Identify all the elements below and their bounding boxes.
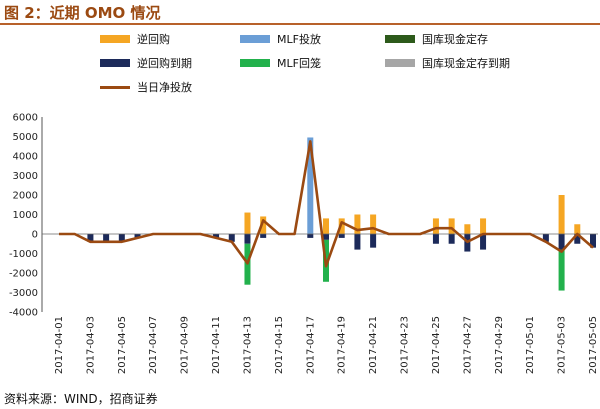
legend-item-treasury-deposit: 国库现金定存 <box>385 32 488 46</box>
x-tick-label: 2017-04-21 <box>368 316 379 374</box>
x-tick-label: 2017-04-19 <box>337 316 348 374</box>
chart-legend: 逆回购 MLF投放 国库现金定存 逆回购到期 MLF回笼 国库现金定存到期 当日… <box>0 32 600 102</box>
x-tick-label: 2017-04-09 <box>180 316 191 374</box>
bar-reverse-repo-due <box>448 234 455 244</box>
legend-swatch-reverse-repo-due <box>100 59 130 67</box>
y-tick-label: 0 <box>32 230 38 241</box>
x-tick-label: 2017-04-25 <box>431 316 442 374</box>
bar-reverse-repo-due <box>432 234 439 244</box>
bar-mlf-due <box>558 249 565 291</box>
y-tick-label: 3000 <box>13 171 38 182</box>
y-tick-label: -4000 <box>9 308 38 319</box>
net-injection-line <box>59 140 594 268</box>
omo-chart: -4000 -3000 -2000 -1000 0 1000 2000 3000 4000 500… <box>9 113 599 375</box>
legend-swatch-reverse-repo <box>100 35 130 43</box>
x-tick-label: 2017-04-13 <box>242 316 253 374</box>
title-rule <box>0 23 600 25</box>
y-tick-label: 5000 <box>13 132 38 143</box>
x-tick-label: 2017-04-15 <box>274 316 285 374</box>
legend-label-treasury-deposit-due: 国库现金定存到期 <box>422 57 510 70</box>
legend-label-treasury-deposit: 国库现金定存 <box>422 33 488 46</box>
bar-reverse-repo <box>338 218 345 234</box>
bar-reverse-repo <box>244 212 251 234</box>
legend-item-mlf-due: MLF回笼 <box>240 56 321 70</box>
legend-swatch-mlf-put <box>240 35 270 43</box>
legend-label-mlf-put: MLF投放 <box>277 33 321 46</box>
bar-reverse-repo <box>448 218 455 234</box>
bar-reverse-repo <box>260 216 267 234</box>
legend-item-treasury-deposit-due: 国库现金定存到期 <box>385 56 510 70</box>
bar-reverse-repo <box>432 218 439 234</box>
bar-reverse-repo <box>574 224 581 234</box>
bar-reverse-repo-due <box>87 234 94 242</box>
legend-item-reverse-repo-due: 逆回购到期 <box>100 56 192 70</box>
bar-reverse-repo-due <box>574 234 581 244</box>
bar-reverse-repo-due <box>542 234 549 242</box>
bar-reverse-repo-due <box>118 234 125 242</box>
y-tick-label: -2000 <box>9 269 38 280</box>
bar-reverse-repo-due <box>134 234 141 238</box>
figure-title: 图 2：近期 OMO 情况 <box>4 4 161 22</box>
x-tick-label: 2017-05-03 <box>557 316 568 374</box>
x-tick-label: 2017-05-05 <box>588 316 599 374</box>
legend-label-net-injection: 当日净投放 <box>137 81 192 94</box>
x-tick-label: 2017-04-27 <box>462 316 473 374</box>
x-tick-label: 2017-04-07 <box>148 316 159 374</box>
bar-reverse-repo <box>323 218 329 234</box>
bar-reverse-repo <box>354 214 361 234</box>
legend-swatch-mlf-due <box>240 59 270 67</box>
x-tick-label: 2017-04-29 <box>494 316 505 374</box>
bar-reverse-repo-due <box>103 234 110 242</box>
bar-reverse-repo-due <box>590 234 596 248</box>
legend-swatch-net-injection <box>100 85 130 89</box>
bar-reverse-repo-due <box>354 234 361 250</box>
y-tick-label: -3000 <box>9 288 38 299</box>
x-tick-label: 2017-04-23 <box>400 316 411 374</box>
x-tick-label: 2017-04-03 <box>85 316 96 374</box>
bar-reverse-repo-due <box>307 234 314 238</box>
legend-label-reverse-repo: 逆回购 <box>137 33 170 46</box>
bar-reverse-repo <box>558 195 565 234</box>
legend-item-reverse-repo: 逆回购 <box>100 32 170 46</box>
x-tick-label: 2017-04-05 <box>117 316 128 374</box>
legend-swatch-treasury-deposit-due <box>385 59 415 67</box>
bar-reverse-repo <box>480 218 487 234</box>
bar-reverse-repo <box>464 224 471 234</box>
bar-reverse-repo-due <box>370 234 377 248</box>
legend-item-mlf-put: MLF投放 <box>240 32 321 46</box>
bar-reverse-repo-due <box>480 234 487 250</box>
y-tick-label: 6000 <box>13 113 38 124</box>
y-tick-label: -1000 <box>9 249 38 260</box>
x-tick-label: 2017-05-01 <box>525 316 536 374</box>
bar-reverse-repo-due <box>244 234 251 244</box>
bar-reverse-repo <box>370 214 377 234</box>
x-tick-label: 2017-04-01 <box>54 316 65 374</box>
bar-mlf-put <box>307 137 314 234</box>
source-note: 资料来源：WIND，招商证券 <box>4 392 158 406</box>
bar-reverse-repo-due <box>558 234 565 250</box>
y-tick-label: 2000 <box>13 191 38 202</box>
y-tick-label: 4000 <box>13 152 38 163</box>
bar-reverse-repo-due <box>228 234 235 242</box>
bar-reverse-repo-due <box>260 234 267 238</box>
bar-reverse-repo-due <box>338 234 345 238</box>
legend-label-reverse-repo-due: 逆回购到期 <box>137 57 192 70</box>
y-tick-label: 1000 <box>13 210 38 221</box>
legend-swatch-treasury-deposit <box>385 35 415 43</box>
x-tick-label: 2017-04-17 <box>305 316 316 374</box>
legend-label-mlf-due: MLF回笼 <box>277 57 321 70</box>
bar-reverse-repo-due <box>213 234 220 238</box>
bar-reverse-repo-due <box>323 234 329 240</box>
legend-item-net-injection: 当日净投放 <box>100 80 192 94</box>
x-tick-label: 2017-04-11 <box>211 316 222 374</box>
